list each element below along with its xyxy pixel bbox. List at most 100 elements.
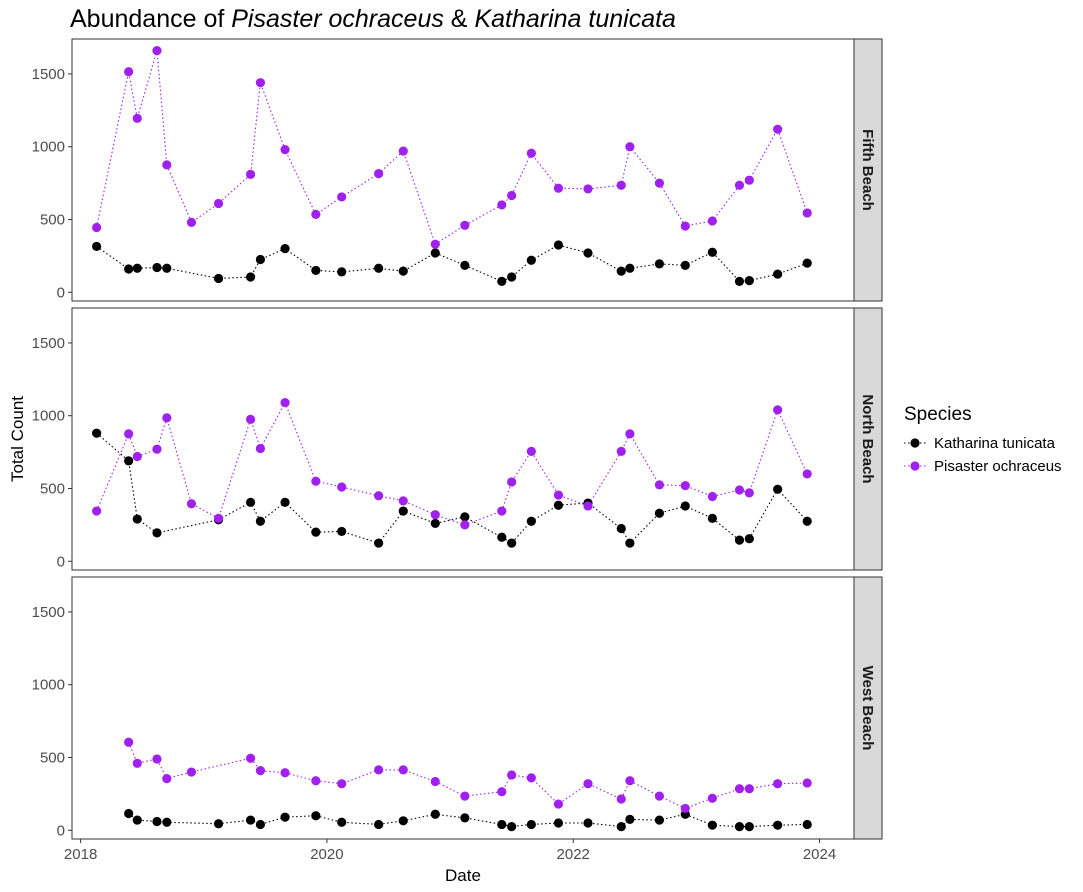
data-point (398, 816, 408, 826)
data-point (802, 778, 812, 788)
data-point (132, 263, 142, 273)
data-point (583, 779, 593, 789)
data-point (526, 446, 536, 456)
data-point (374, 819, 384, 830)
data-point (430, 248, 440, 258)
data-point (744, 822, 754, 832)
data-point (526, 516, 536, 526)
data-point (654, 508, 665, 518)
data-point (507, 770, 517, 780)
data-point (245, 414, 256, 424)
data-point (152, 754, 162, 764)
data-point (245, 753, 256, 763)
data-point (255, 819, 266, 830)
data-point (92, 428, 102, 438)
data-point (245, 272, 256, 282)
panel-background (71, 38, 855, 302)
data-point (773, 820, 783, 830)
y-tick-label: 500 (40, 211, 65, 228)
data-point (734, 485, 745, 495)
data-point (744, 276, 754, 286)
data-point (802, 208, 812, 218)
data-point (654, 178, 665, 188)
facet-panels: Fifth Beach 0 500 1000 1500 North Beach 0 500 10… (32, 38, 883, 840)
chart-title-part: & (444, 5, 475, 33)
chart-title-part: Abundance of (70, 5, 231, 33)
data-point (616, 794, 626, 804)
data-point (311, 265, 321, 276)
data-point (526, 819, 536, 830)
y-tick-label: 500 (40, 749, 65, 766)
data-point (625, 776, 635, 786)
data-point (744, 488, 754, 498)
facet-strip (853, 307, 883, 571)
data-point (680, 803, 690, 814)
data-point (583, 184, 593, 194)
data-point (255, 443, 266, 454)
data-point (124, 429, 134, 439)
data-point (152, 816, 162, 827)
data-point (734, 276, 745, 286)
y-tick-label: 0 (57, 822, 65, 839)
data-point (337, 526, 347, 537)
data-point (186, 499, 197, 509)
data-point (583, 501, 593, 511)
data-point (616, 446, 626, 456)
data-point (186, 217, 197, 227)
data-point (280, 812, 290, 822)
series-line-pisaster-ochraceus (128, 741, 808, 809)
data-point (162, 773, 172, 784)
data-point (398, 506, 408, 516)
y-tick-label: 0 (57, 284, 65, 301)
data-point (583, 248, 593, 258)
data-point (616, 822, 626, 832)
data-point (162, 413, 172, 423)
facet-strip (853, 576, 883, 840)
x-axis: 2018 2020 2022 2024 (64, 839, 836, 863)
x-tick-label: 2018 (64, 846, 97, 863)
data-point (460, 260, 470, 270)
data-point (497, 200, 507, 210)
data-point (280, 145, 290, 155)
data-point (744, 784, 754, 794)
chart-title-part: Katharina tunicata (474, 5, 676, 33)
data-point (92, 506, 102, 516)
data-point (398, 266, 408, 276)
data-point (311, 776, 321, 786)
data-point (773, 779, 783, 789)
x-tick-label: 2020 (310, 846, 343, 863)
data-point (213, 819, 224, 829)
data-point (186, 767, 197, 777)
data-point (245, 815, 256, 825)
data-point (398, 146, 408, 156)
data-point (337, 482, 347, 492)
data-point (553, 490, 564, 500)
series-line-katharina-tunicata (128, 813, 808, 828)
data-point (337, 192, 347, 202)
data-point (255, 516, 266, 526)
data-point (734, 535, 745, 545)
data-point (654, 259, 665, 269)
data-point (497, 532, 507, 542)
data-point (553, 818, 564, 828)
y-tick-label: 500 (40, 480, 65, 497)
data-point (680, 221, 690, 231)
data-point (773, 124, 783, 134)
y-tick-label: 1000 (32, 408, 65, 425)
data-point (616, 180, 626, 190)
data-point (507, 272, 517, 282)
series-line-katharina-tunicata (96, 244, 808, 283)
data-point (337, 779, 347, 789)
series-line-pisaster-ochraceus (96, 401, 808, 526)
data-point (374, 765, 384, 775)
chart-title-part: Pisaster ochraceus (231, 5, 444, 33)
data-point (625, 429, 635, 439)
y-axis-title: Total Count (8, 396, 27, 482)
data-point (734, 784, 745, 794)
data-point (92, 241, 102, 252)
data-point (553, 500, 564, 510)
data-point (707, 491, 717, 502)
data-point (92, 222, 102, 233)
data-point (280, 768, 290, 778)
legend-title: Species (904, 404, 972, 425)
